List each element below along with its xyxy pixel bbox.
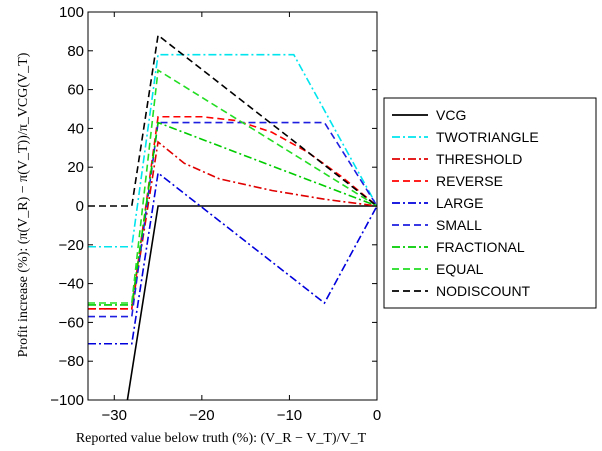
y-tick-label: 0 [76, 198, 84, 215]
x-tick-label: 0 [373, 407, 381, 424]
y-tick-label: −40 [59, 276, 84, 293]
legend-label-small: SMALL [436, 217, 482, 233]
y-tick-label: 40 [67, 120, 84, 137]
legend-label-threshold: THRESHOLD [436, 151, 522, 167]
y-tick-label: −100 [50, 392, 84, 409]
y-tick-label: 80 [67, 43, 84, 60]
x-tick-label: −20 [189, 407, 214, 424]
series-layer [88, 33, 377, 400]
y-tick-label: −60 [59, 314, 84, 331]
legend-label-large: LARGE [436, 195, 483, 211]
legend-label-vcg: VCG [436, 107, 466, 123]
series-line-fractional [88, 121, 377, 306]
x-axis-label: Reported value below truth (%): (V_R − V… [76, 431, 367, 446]
y-tick-label: 60 [67, 82, 84, 99]
x-tick-label: −30 [102, 407, 127, 424]
x-tick-label: −10 [277, 407, 302, 424]
legend: VCG TWOTRIANGLE THRESHOLD REVERSE LARGE SMALL… [383, 97, 597, 309]
series-line-threshold [88, 140, 377, 310]
y-tick-label: 100 [59, 4, 84, 21]
series-line-equal [88, 68, 377, 304]
series-line-vcg [126, 205, 377, 400]
legend-label-reverse: REVERSE [436, 173, 503, 189]
legend-label-nodiscount: NODISCOUNT [436, 283, 531, 299]
y-tick-label: −20 [59, 237, 84, 254]
y-tick-label: 20 [67, 159, 84, 176]
legend-label-equal: EQUAL [436, 261, 484, 277]
y-tick-label: −80 [59, 353, 84, 370]
y-axis-label: Profit increase (%): (π(V_R) − π(V_T))/π… [16, 52, 31, 357]
legend-label-twotriangle: TWOTRIANGLE [436, 129, 539, 145]
legend-label-fractional: FRACTIONAL [436, 239, 525, 255]
series-line-nodiscount [88, 33, 377, 207]
series-line-large [88, 171, 377, 345]
series-line-reverse [88, 115, 377, 310]
